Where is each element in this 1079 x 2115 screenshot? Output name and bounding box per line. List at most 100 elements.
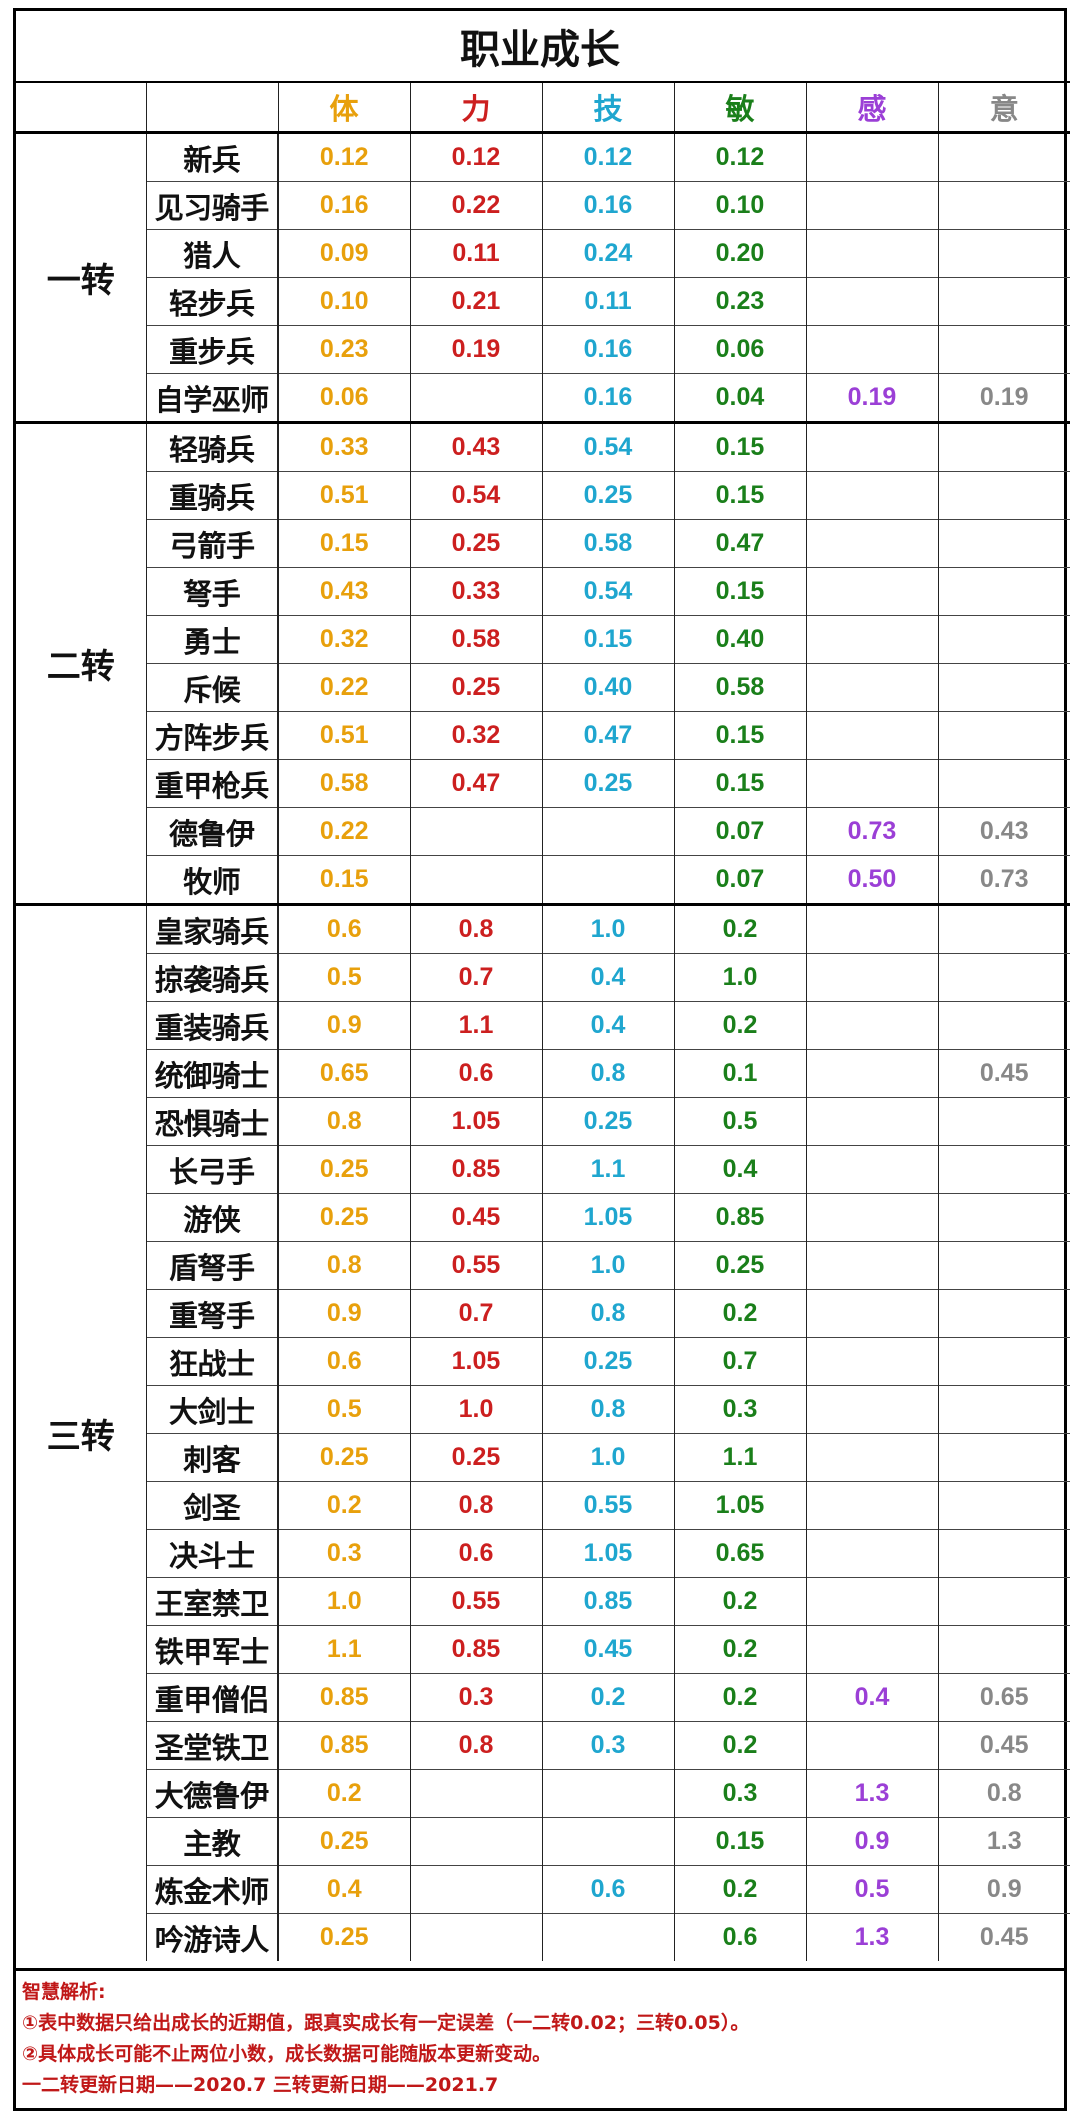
cell-ji: 1.0 [542,905,674,954]
job-name: 弓箭手 [146,520,278,568]
table-row: 轻步兵 0.10 0.21 0.11 0.23 [16,278,1070,326]
table-row: 决斗士 0.3 0.6 1.05 0.65 [16,1530,1070,1578]
cell-min: 0.2 [674,1866,806,1914]
note-line-1: ①表中数据只给出成长的近期值，跟真实成长有一定误差（一二转0.02；三转0.05… [22,2008,1058,2039]
table-row: 重甲僧侣 0.85 0.3 0.2 0.2 0.4 0.65 [16,1674,1070,1722]
cell-yi: 0.73 [938,856,1070,905]
cell-li: 0.54 [410,472,542,520]
cell-ti: 0.22 [278,664,410,712]
cell-ji: 0.8 [542,1290,674,1338]
cell-li: 0.21 [410,278,542,326]
cell-gan [806,1290,938,1338]
cell-ji: 0.3 [542,1722,674,1770]
table-row: 主教 0.25 0.15 0.9 1.3 [16,1818,1070,1866]
cell-yi [938,1098,1070,1146]
cell-li: 0.85 [410,1626,542,1674]
cell-gan [806,278,938,326]
cell-ti: 0.09 [278,230,410,278]
cell-min: 0.58 [674,664,806,712]
cell-gan [806,1482,938,1530]
table-row: 大剑士 0.5 1.0 0.8 0.3 [16,1386,1070,1434]
cell-ti: 0.15 [278,520,410,568]
cell-li: 0.33 [410,568,542,616]
cell-ji [542,856,674,905]
table-row: 弓箭手 0.15 0.25 0.58 0.47 [16,520,1070,568]
cell-ti: 0.4 [278,1866,410,1914]
cell-li: 0.55 [410,1242,542,1290]
cell-ji: 1.0 [542,1242,674,1290]
job-name: 轻骑兵 [146,423,278,472]
job-name: 重步兵 [146,326,278,374]
job-name: 重骑兵 [146,472,278,520]
cell-gan [806,1626,938,1674]
cell-li: 0.25 [410,520,542,568]
cell-ti: 0.25 [278,1818,410,1866]
cell-li: 1.05 [410,1098,542,1146]
cell-ji: 0.16 [542,182,674,230]
cell-yi [938,1626,1070,1674]
cell-ji: 0.85 [542,1578,674,1626]
table-row: 勇士 0.32 0.58 0.15 0.40 [16,616,1070,664]
job-name: 勇士 [146,616,278,664]
cell-gan: 1.3 [806,1770,938,1818]
header-yi: 意 [938,82,1070,133]
cell-ji: 0.40 [542,664,674,712]
cell-ji: 0.25 [542,472,674,520]
growth-table-sheet: 职业成长 体力技敏感意一转 新兵 0.12 0.12 0.12 0.12 见习骑手 0.16 0… [13,8,1067,2111]
job-name: 德鲁伊 [146,808,278,856]
cell-yi [938,520,1070,568]
table-row: 统御骑士 0.65 0.6 0.8 0.1 0.45 [16,1050,1070,1098]
table-row: 斥候 0.22 0.25 0.40 0.58 [16,664,1070,712]
cell-li: 0.7 [410,1290,542,1338]
table-row: 圣堂铁卫 0.85 0.8 0.3 0.2 0.45 [16,1722,1070,1770]
cell-li [410,1914,542,1962]
cell-li: 0.22 [410,182,542,230]
cell-gan [806,568,938,616]
group-label: 二转 [16,423,146,905]
cell-min: 0.2 [674,1722,806,1770]
cell-ji [542,1770,674,1818]
cell-gan: 1.3 [806,1914,938,1962]
cell-ti: 0.25 [278,1914,410,1962]
table-row: 狂战士 0.6 1.05 0.25 0.7 [16,1338,1070,1386]
cell-min: 0.40 [674,616,806,664]
cell-min: 0.07 [674,808,806,856]
cell-ji: 0.15 [542,616,674,664]
cell-min: 0.04 [674,374,806,423]
table-row: 重骑兵 0.51 0.54 0.25 0.15 [16,472,1070,520]
cell-yi [938,1578,1070,1626]
cell-min: 1.0 [674,954,806,1002]
cell-min: 0.25 [674,1242,806,1290]
cell-gan: 0.19 [806,374,938,423]
job-name: 主教 [146,1818,278,1866]
cell-gan [806,423,938,472]
cell-min: 1.1 [674,1434,806,1482]
cell-li: 0.45 [410,1194,542,1242]
job-name: 重装骑兵 [146,1002,278,1050]
cell-ji [542,808,674,856]
cell-ti: 1.1 [278,1626,410,1674]
cell-ji: 0.12 [542,133,674,182]
table-row: 恐惧骑士 0.8 1.05 0.25 0.5 [16,1098,1070,1146]
cell-li: 0.3 [410,1674,542,1722]
job-name: 猎人 [146,230,278,278]
cell-gan [806,133,938,182]
cell-min: 0.2 [674,1626,806,1674]
cell-gan [806,1338,938,1386]
cell-gan [806,1386,938,1434]
cell-yi [938,1242,1070,1290]
cell-min: 0.2 [674,1002,806,1050]
cell-ji: 1.05 [542,1530,674,1578]
job-name: 游侠 [146,1194,278,1242]
cell-ti: 0.25 [278,1146,410,1194]
table-row: 游侠 0.25 0.45 1.05 0.85 [16,1194,1070,1242]
cell-min: 0.15 [674,1818,806,1866]
cell-yi: 0.8 [938,1770,1070,1818]
group-label: 一转 [16,133,146,423]
job-name: 弩手 [146,568,278,616]
table-row: 方阵步兵 0.51 0.32 0.47 0.15 [16,712,1070,760]
cell-ti: 0.6 [278,1338,410,1386]
header-blank-group [16,82,146,133]
job-name: 圣堂铁卫 [146,1722,278,1770]
cell-gan: 0.50 [806,856,938,905]
